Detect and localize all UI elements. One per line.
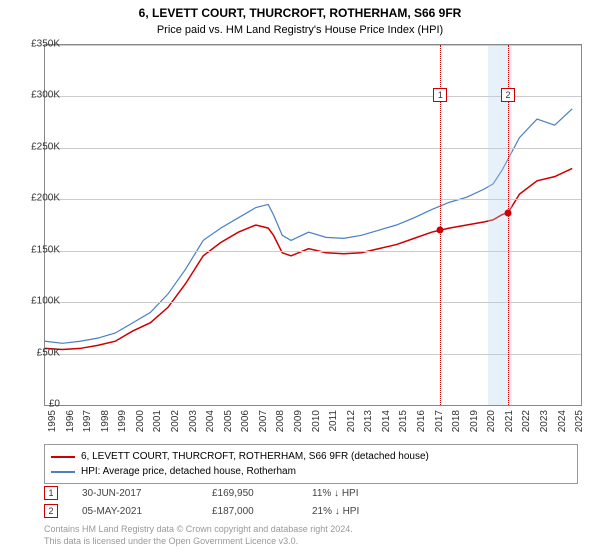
x-axis-label: 2007 [258,410,269,432]
legend: 6, LEVETT COURT, THURCROFT, ROTHERHAM, S… [44,444,578,484]
x-axis-label: 2019 [469,410,480,432]
x-axis-label: 2004 [205,410,216,432]
y-axis-label: £300K [31,90,60,101]
sales-date: 05-MAY-2021 [82,506,212,517]
chart-subtitle: Price paid vs. HM Land Registry's House … [0,22,600,36]
x-axis-label: 2024 [557,410,568,432]
x-axis-label: 2010 [311,410,322,432]
x-axis-label: 1999 [117,410,128,432]
y-axis-label: £150K [31,244,60,255]
x-axis-label: 2001 [152,410,163,432]
x-axis-label: 2015 [398,410,409,432]
x-axis-label: 2011 [328,410,339,432]
footer: Contains HM Land Registry data © Crown c… [44,524,353,547]
sales-marker-icon: 2 [44,504,58,518]
x-axis-label: 2005 [223,410,234,432]
marker-dot [437,227,444,234]
y-axis-label: £250K [31,141,60,152]
x-axis-label: 2020 [486,410,497,432]
sales-row: 1 30-JUN-2017 £169,950 11% ↓ HPI [44,484,402,502]
x-axis-label: 2003 [188,410,199,432]
x-axis-label: 2000 [135,410,146,432]
chart-container: 6, LEVETT COURT, THURCROFT, ROTHERHAM, S… [0,0,600,560]
x-axis-label: 2023 [539,410,550,432]
x-axis-label: 2006 [240,410,251,432]
chart-plot-area: 12 [44,44,582,406]
x-axis-label: 2022 [521,410,532,432]
x-axis-label: 2021 [504,410,515,432]
legend-swatch-property [51,456,75,458]
sales-date: 30-JUN-2017 [82,488,212,499]
y-axis-label: £0 [49,399,60,410]
footer-line2: This data is licensed under the Open Gov… [44,536,353,548]
x-axis-label: 1997 [82,410,93,432]
legend-row-hpi: HPI: Average price, detached house, Roth… [51,464,571,479]
x-axis-label: 2008 [275,410,286,432]
footer-line1: Contains HM Land Registry data © Crown c… [44,524,353,536]
legend-row-property: 6, LEVETT COURT, THURCROFT, ROTHERHAM, S… [51,449,571,464]
y-axis-label: £50K [37,347,60,358]
x-axis-label: 2014 [381,410,392,432]
marker-box-icon: 1 [433,88,447,102]
x-axis-label: 2025 [574,410,585,432]
sales-pct: 21% ↓ HPI [312,506,402,517]
marker-dot [505,209,512,216]
chart-title: 6, LEVETT COURT, THURCROFT, ROTHERHAM, S… [0,0,600,22]
sales-table: 1 30-JUN-2017 £169,950 11% ↓ HPI 2 05-MA… [44,484,402,520]
x-axis-label: 1995 [47,410,58,432]
y-axis-label: £200K [31,193,60,204]
x-axis-label: 1996 [65,410,76,432]
x-axis-label: 2016 [416,410,427,432]
x-axis-label: 2009 [293,410,304,432]
x-axis-label: 2002 [170,410,181,432]
y-axis-label: £350K [31,39,60,50]
x-axis-label: 1998 [100,410,111,432]
marker-box-icon: 2 [501,88,515,102]
legend-label-hpi: HPI: Average price, detached house, Roth… [81,464,296,479]
x-axis-label: 2018 [451,410,462,432]
x-axis-label: 2013 [363,410,374,432]
sales-price: £187,000 [212,506,312,517]
sales-price: £169,950 [212,488,312,499]
sales-pct: 11% ↓ HPI [312,488,402,499]
legend-label-property: 6, LEVETT COURT, THURCROFT, ROTHERHAM, S… [81,449,429,464]
sales-marker-icon: 1 [44,486,58,500]
y-axis-label: £100K [31,296,60,307]
legend-swatch-hpi [51,471,75,473]
x-axis-label: 2017 [434,410,445,432]
sales-row: 2 05-MAY-2021 £187,000 21% ↓ HPI [44,502,402,520]
x-axis-label: 2012 [346,410,357,432]
